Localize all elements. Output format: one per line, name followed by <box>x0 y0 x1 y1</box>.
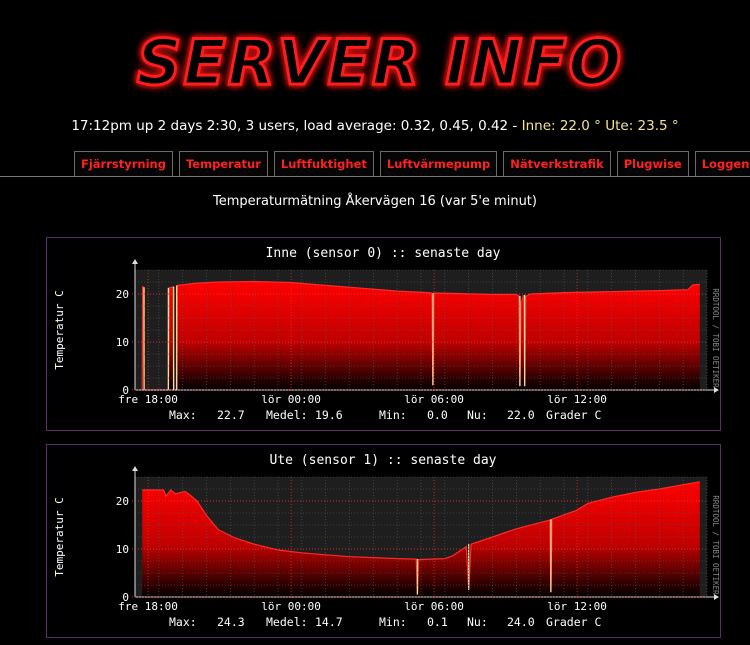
rrdtool-credit: RRDTOOL / TOBI OETIKER <box>711 495 720 595</box>
logo-text: SERVER INFO <box>137 26 623 99</box>
stats-unit: Grader C <box>546 615 601 629</box>
tab-luftvarmepump[interactable]: Luftvärmepump <box>379 151 498 176</box>
stats-max: 24.3 <box>217 615 245 629</box>
stats-min: 0.1 <box>427 615 448 629</box>
stats-max-label: Max: <box>169 408 197 422</box>
tab-loggen[interactable]: Loggen <box>694 151 750 176</box>
stats-min-label: Min: <box>379 615 407 629</box>
x-tick-label: lör 00:00 <box>261 393 321 406</box>
stats-mean: 14.7 <box>315 615 343 629</box>
stats-now-label: Nu: <box>467 615 488 629</box>
y-tick-label: 10 <box>116 336 129 349</box>
x-tick-label: lör 12:00 <box>547 600 607 613</box>
nav-divider <box>0 176 750 177</box>
temperature-line <box>141 280 700 391</box>
stats-mean: 19.6 <box>315 408 343 422</box>
tab-luftfuktighet[interactable]: Luftfuktighet <box>273 151 374 176</box>
temperature-area <box>142 481 700 597</box>
rrdtool-credit: RRDTOOL / TOBI OETIKER <box>711 288 720 388</box>
stats-now: 24.0 <box>507 615 535 629</box>
y-axis-label: Temperatur C <box>53 290 66 369</box>
y-tick-label: 10 <box>116 543 129 556</box>
stats-now: 22.0 <box>507 408 535 422</box>
page-subtitle: Temperaturmätning Åkervägen 16 (var 5'e … <box>213 194 537 209</box>
temperature-area <box>142 281 700 390</box>
stats-mean-label: Medel: <box>266 408 308 422</box>
y-axis-arrow-icon <box>132 259 138 264</box>
tab-fjarrstyrning[interactable]: Fjärrstyrning <box>74 151 173 176</box>
stats-min: 0.0 <box>427 408 448 422</box>
x-tick-label: lör 06:00 <box>404 393 464 406</box>
stats-now-label: Nu: <box>467 408 488 422</box>
tab-temperatur[interactable]: Temperatur <box>178 151 268 176</box>
stats-min-label: Min: <box>379 408 407 422</box>
server-status-line: 17:12pm up 2 days 2:30, 3 users, load av… <box>0 118 750 134</box>
stats-max: 22.7 <box>217 408 245 422</box>
y-tick-label: 0 <box>122 384 129 397</box>
x-tick-label: lör 00:00 <box>261 600 321 613</box>
x-axis-arrow-icon <box>714 387 719 393</box>
uptime-text: 17:12pm up 2 days 2:30, 3 users, load av… <box>71 118 518 134</box>
chart-title: Ute (sensor 1) :: senaste day <box>270 453 497 468</box>
stats-max-label: Max: <box>169 615 197 629</box>
y-axis-label: Temperatur C <box>53 497 66 576</box>
stats-mean-label: Medel: <box>266 615 308 629</box>
main-nav: Fjärrstyrning Temperatur Luftfuktighet L… <box>74 151 750 176</box>
chart-title: Inne (sensor 0) :: senaste day <box>266 246 501 261</box>
y-tick-label: 20 <box>116 495 129 508</box>
y-tick-label: 0 <box>122 591 129 604</box>
temperature-readout: Inne: 22.0 ° Ute: 23.5 ° <box>521 118 679 134</box>
x-tick-label: lör 12:00 <box>547 393 607 406</box>
y-axis-arrow-icon <box>132 466 138 471</box>
x-tick-label: fre 18:00 <box>118 393 178 406</box>
x-tick-label: fre 18:00 <box>118 600 178 613</box>
x-axis-arrow-icon <box>714 594 719 600</box>
stats-unit: Grader C <box>546 408 601 422</box>
tab-natverkstrafik[interactable]: Nätverkstrafik <box>503 151 611 176</box>
x-tick-label: lör 06:00 <box>404 600 464 613</box>
server-info-logo: SERVER INFO <box>135 25 623 101</box>
tab-plugwise[interactable]: Plugwise <box>616 151 689 176</box>
y-tick-label: 20 <box>116 288 129 301</box>
